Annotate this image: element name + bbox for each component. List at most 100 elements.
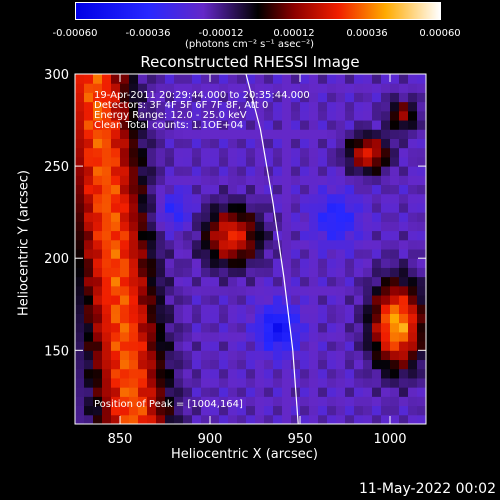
heatmap-cell bbox=[264, 341, 274, 351]
heatmap-cell bbox=[138, 313, 148, 324]
heatmap-cell bbox=[309, 175, 319, 186]
footer-date: 11-May-2022 00:02 bbox=[358, 481, 496, 497]
heatmap-cell bbox=[129, 414, 139, 425]
heatmap-cell bbox=[309, 322, 319, 333]
heatmap-cell bbox=[93, 295, 103, 305]
heatmap-cell bbox=[201, 221, 211, 232]
heatmap-cell bbox=[282, 405, 292, 416]
heatmap-cell bbox=[102, 138, 112, 149]
heatmap-cell bbox=[354, 295, 364, 305]
heatmap-cell bbox=[363, 285, 373, 296]
heatmap-cell bbox=[102, 221, 112, 232]
heatmap-cell bbox=[336, 313, 346, 324]
heatmap-cell bbox=[282, 175, 292, 186]
heatmap-cell bbox=[300, 350, 310, 361]
heatmap-cell bbox=[408, 184, 418, 195]
heatmap-cell bbox=[219, 313, 229, 324]
heatmap-cell bbox=[228, 147, 238, 158]
heatmap-cell bbox=[381, 138, 391, 149]
colorbar-tick-label: -0.00012 bbox=[198, 28, 244, 39]
heatmap-cell bbox=[390, 166, 400, 176]
heatmap-cell bbox=[354, 304, 364, 314]
heatmap-cell bbox=[318, 267, 328, 278]
heatmap-cell bbox=[219, 387, 229, 397]
heatmap-cell bbox=[345, 202, 355, 213]
heatmap-cell bbox=[390, 304, 400, 314]
heatmap-cell bbox=[129, 221, 139, 232]
heatmap-cell bbox=[309, 414, 319, 425]
heatmap-cell bbox=[408, 377, 418, 388]
heatmap-cell bbox=[219, 166, 229, 176]
heatmap-cell bbox=[390, 377, 400, 388]
heatmap-cell bbox=[246, 83, 256, 93]
heatmap-cell bbox=[300, 212, 310, 222]
heatmap-cell bbox=[237, 396, 247, 407]
heatmap-cell bbox=[75, 258, 85, 268]
heatmap-cell bbox=[354, 110, 364, 121]
heatmap-cell bbox=[327, 304, 337, 314]
heatmap-cell bbox=[345, 221, 355, 232]
heatmap-cell bbox=[156, 230, 166, 241]
heatmap-cell bbox=[156, 74, 166, 84]
heatmap-cell bbox=[138, 276, 148, 287]
heatmap-cell bbox=[318, 368, 328, 379]
heatmap-cell bbox=[93, 166, 103, 176]
heatmap-cell bbox=[111, 129, 121, 139]
heatmap-cell bbox=[327, 110, 337, 121]
heatmap-cell bbox=[417, 249, 427, 259]
heatmap-cell bbox=[201, 156, 211, 167]
heatmap-cell bbox=[318, 212, 328, 222]
heatmap-cell bbox=[300, 101, 310, 112]
heatmap-cell bbox=[309, 129, 319, 139]
heatmap-cell bbox=[246, 313, 256, 324]
heatmap-cell bbox=[417, 239, 427, 250]
heatmap-cell bbox=[408, 313, 418, 324]
heatmap-cell bbox=[219, 405, 229, 416]
heatmap-cell bbox=[327, 120, 337, 130]
heatmap-cell bbox=[102, 405, 112, 416]
heatmap-cell bbox=[165, 276, 175, 287]
heatmap-cell bbox=[111, 322, 121, 333]
heatmap-cell bbox=[228, 295, 238, 305]
heatmap-cell bbox=[210, 239, 220, 250]
heatmap-cell bbox=[138, 285, 148, 296]
heatmap-cell bbox=[102, 156, 112, 167]
heatmap-cell bbox=[300, 193, 310, 204]
heatmap-cell bbox=[156, 156, 166, 167]
heatmap-cell bbox=[147, 147, 157, 158]
heatmap-cell bbox=[318, 138, 328, 149]
heatmap-cell bbox=[354, 239, 364, 250]
heatmap-cell bbox=[372, 359, 382, 370]
heatmap-cell bbox=[264, 258, 274, 268]
heatmap-cell bbox=[381, 295, 391, 305]
heatmap-cell bbox=[390, 193, 400, 204]
heatmap-cell bbox=[255, 166, 265, 176]
heatmap-cell bbox=[390, 258, 400, 268]
heatmap-cell bbox=[381, 285, 391, 296]
heatmap-cell bbox=[183, 74, 193, 84]
heatmap-cell bbox=[246, 230, 256, 241]
heatmap-cell bbox=[192, 202, 202, 213]
heatmap-cell bbox=[111, 83, 121, 93]
heatmap-cell bbox=[84, 267, 94, 278]
heatmap-cell bbox=[273, 166, 283, 176]
heatmap-cell bbox=[138, 249, 148, 259]
heatmap-cell bbox=[228, 359, 238, 370]
heatmap-cell bbox=[264, 138, 274, 149]
heatmap-cell bbox=[192, 129, 202, 139]
heatmap-cell bbox=[345, 193, 355, 204]
heatmap-cell bbox=[165, 331, 175, 342]
heatmap-cell bbox=[282, 83, 292, 93]
heatmap-cell bbox=[363, 313, 373, 324]
heatmap-cell bbox=[381, 304, 391, 314]
heatmap-cell bbox=[192, 267, 202, 278]
heatmap-cell bbox=[147, 341, 157, 351]
heatmap-cell bbox=[228, 396, 238, 407]
heatmap-cell bbox=[174, 138, 184, 149]
heatmap-cell bbox=[408, 92, 418, 103]
heatmap-cell bbox=[138, 147, 148, 158]
heatmap-cell bbox=[75, 295, 85, 305]
heatmap-cell bbox=[345, 74, 355, 84]
heatmap-cell bbox=[291, 147, 301, 158]
heatmap-cell bbox=[192, 193, 202, 204]
